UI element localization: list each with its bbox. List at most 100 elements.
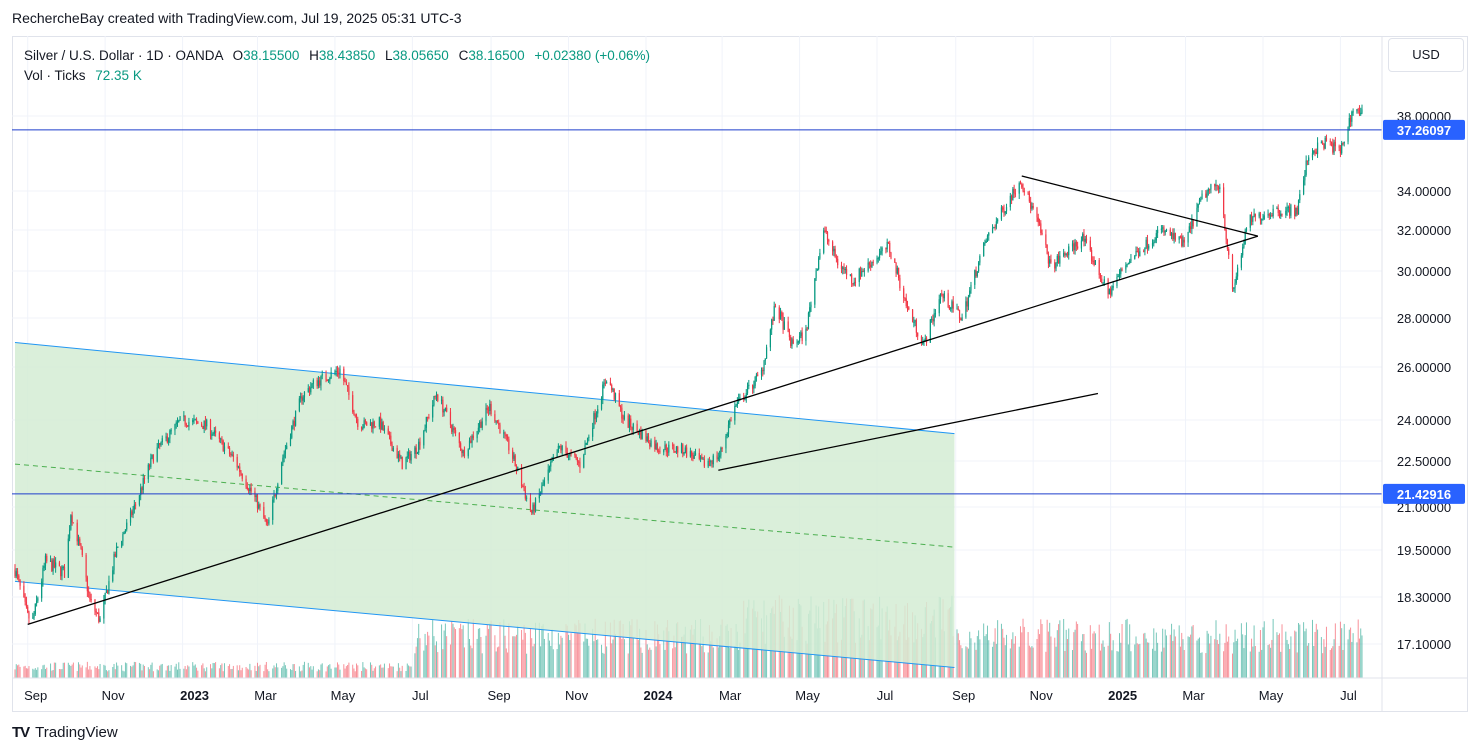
volume-bar bbox=[499, 622, 501, 678]
candle-body bbox=[1342, 143, 1344, 145]
candle-body bbox=[387, 428, 389, 435]
candle-body bbox=[353, 411, 355, 416]
volume-bar bbox=[325, 671, 327, 678]
volume-bar bbox=[229, 664, 231, 678]
volume-bar bbox=[505, 648, 507, 678]
candle-body bbox=[956, 308, 958, 310]
volume-bar bbox=[1032, 647, 1034, 678]
candle-body bbox=[1116, 276, 1118, 286]
candle-body bbox=[428, 417, 430, 419]
volume-bar bbox=[470, 645, 472, 678]
candle-body bbox=[1046, 244, 1048, 254]
volume-bar bbox=[165, 670, 167, 678]
candle-body bbox=[1005, 207, 1008, 212]
volume-bar bbox=[130, 665, 132, 678]
candle-body bbox=[317, 380, 320, 387]
time-tick: Nov bbox=[1030, 688, 1054, 703]
tradingview-footer[interactable]: TV TradingView bbox=[12, 724, 118, 741]
volume-bar bbox=[805, 640, 807, 678]
volume-label[interactable]: Vol · Ticks bbox=[24, 68, 86, 83]
candle-body bbox=[467, 449, 469, 457]
volume-bar bbox=[95, 667, 97, 678]
volume-bar bbox=[1322, 653, 1324, 678]
volume-bar bbox=[641, 652, 643, 678]
symbol-title[interactable]: Silver / U.S. Dollar · 1D · OANDA bbox=[24, 48, 223, 63]
candle-body bbox=[691, 451, 693, 457]
volume-bar bbox=[1157, 642, 1159, 678]
candle-body bbox=[754, 376, 756, 386]
candle-body bbox=[911, 309, 914, 323]
volume-bar bbox=[67, 662, 69, 678]
candle-body bbox=[588, 436, 590, 438]
candle-body bbox=[203, 420, 205, 430]
candle-body bbox=[1188, 226, 1190, 232]
candle-body bbox=[654, 440, 656, 450]
volume-bar bbox=[160, 664, 162, 678]
candle-body bbox=[495, 420, 497, 422]
candle-body bbox=[504, 432, 506, 436]
candle-body bbox=[1134, 255, 1136, 259]
candle-body bbox=[410, 454, 412, 461]
candle-body bbox=[1019, 183, 1022, 185]
candle-body bbox=[845, 269, 848, 276]
candle-body bbox=[593, 413, 595, 428]
volume-bar bbox=[1201, 652, 1203, 678]
candle-body bbox=[1071, 243, 1074, 247]
candle-body bbox=[818, 258, 820, 270]
candle-body bbox=[372, 421, 374, 429]
volume-bar bbox=[579, 623, 581, 678]
candle-body bbox=[1280, 213, 1282, 216]
volume-bar bbox=[1172, 640, 1174, 678]
candle-body bbox=[108, 581, 110, 594]
volume-bar bbox=[41, 669, 43, 678]
volume-bar bbox=[99, 663, 101, 678]
candle-body bbox=[435, 394, 438, 397]
candle-body bbox=[352, 395, 354, 412]
candle-body bbox=[1129, 261, 1131, 263]
candle-body bbox=[308, 388, 311, 393]
candle-body bbox=[1179, 236, 1182, 238]
volume-bar bbox=[449, 644, 451, 678]
candle-body bbox=[862, 271, 864, 273]
volume-bar bbox=[983, 623, 985, 678]
currency-button[interactable]: USD bbox=[1388, 38, 1464, 72]
candle-body bbox=[586, 437, 589, 443]
volume-bar bbox=[1098, 624, 1100, 678]
volume-bar bbox=[1014, 636, 1016, 678]
volume-bar bbox=[646, 644, 648, 678]
volume-bar bbox=[405, 671, 407, 678]
candle-body bbox=[977, 262, 980, 272]
candle-body bbox=[583, 454, 585, 468]
candle-body bbox=[1145, 239, 1147, 248]
volume-bar bbox=[202, 663, 204, 678]
candle-body bbox=[46, 555, 48, 562]
volume-bar bbox=[565, 624, 567, 678]
candle-body bbox=[194, 419, 196, 421]
candle-body bbox=[425, 416, 427, 428]
candle-body bbox=[486, 407, 488, 410]
candle-body bbox=[222, 440, 224, 451]
candle-body bbox=[72, 522, 74, 524]
volume-bar bbox=[720, 624, 722, 678]
volume-bar bbox=[366, 669, 368, 678]
volume-bar bbox=[292, 664, 294, 678]
volume-bar bbox=[183, 668, 185, 678]
volume-bar bbox=[1276, 632, 1278, 678]
volume-bar bbox=[984, 636, 986, 678]
candle-body bbox=[712, 455, 714, 465]
volume-bar bbox=[1134, 644, 1136, 678]
candle-body bbox=[979, 255, 981, 263]
volume-bar bbox=[1315, 623, 1317, 678]
volume-bar bbox=[535, 622, 537, 678]
candle-body bbox=[325, 374, 327, 380]
candle-body bbox=[991, 228, 994, 233]
volume-bar bbox=[1252, 646, 1254, 678]
candle-body bbox=[63, 566, 66, 578]
candle-body bbox=[932, 318, 934, 322]
candle-body bbox=[870, 264, 872, 268]
candle-body bbox=[819, 252, 821, 259]
volume-bar bbox=[317, 669, 319, 678]
candle-body bbox=[1118, 274, 1121, 277]
candle-body bbox=[241, 473, 243, 479]
